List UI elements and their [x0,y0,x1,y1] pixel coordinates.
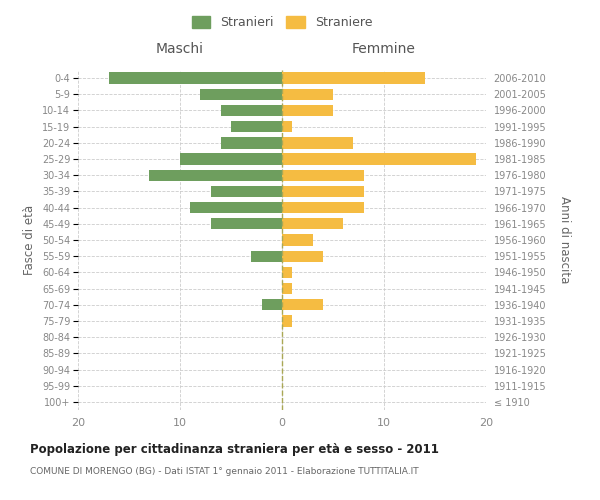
Bar [262,299,282,310]
Text: COMUNE DI MORENGO (BG) - Dati ISTAT 1° gennaio 2011 - Elaborazione TUTTITALIA.IT: COMUNE DI MORENGO (BG) - Dati ISTAT 1° g… [30,468,419,476]
Bar [180,154,282,164]
Bar [200,88,282,100]
Bar [231,121,282,132]
Bar [282,250,323,262]
Bar [282,105,333,116]
Text: Femmine: Femmine [352,42,416,56]
Bar [282,266,292,278]
Bar [211,218,282,230]
Bar [211,186,282,197]
Bar [282,202,364,213]
Bar [282,170,364,181]
Bar [282,137,353,148]
Bar [251,250,282,262]
Bar [282,234,313,246]
Bar [109,72,282,84]
Bar [282,283,292,294]
Y-axis label: Fasce di età: Fasce di età [23,205,37,275]
Bar [282,72,425,84]
Legend: Stranieri, Straniere: Stranieri, Straniere [187,11,377,34]
Text: Maschi: Maschi [156,42,204,56]
Bar [282,218,343,230]
Bar [149,170,282,181]
Bar [282,154,476,164]
Bar [282,316,292,326]
Bar [221,105,282,116]
Bar [221,137,282,148]
Bar [282,88,333,100]
Bar [282,121,292,132]
Y-axis label: Anni di nascita: Anni di nascita [557,196,571,284]
Text: Popolazione per cittadinanza straniera per età e sesso - 2011: Popolazione per cittadinanza straniera p… [30,442,439,456]
Bar [282,299,323,310]
Bar [190,202,282,213]
Bar [282,186,364,197]
